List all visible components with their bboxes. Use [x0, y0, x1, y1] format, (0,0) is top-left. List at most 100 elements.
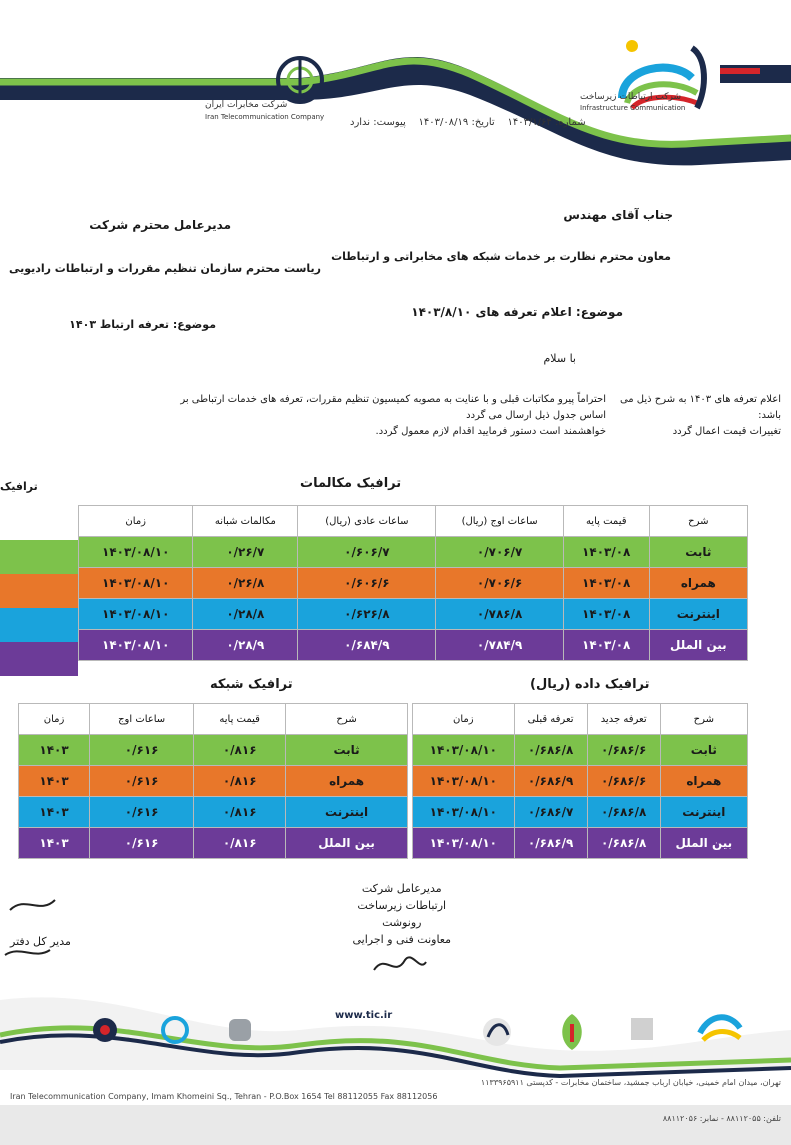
table-cell: ۰/۶۸۶/۶	[586, 734, 661, 766]
footer-address-en: Iran Telecommunication Company, Imam Kho…	[10, 1092, 438, 1101]
table-cell: ۰/۲۶/۸	[192, 567, 299, 599]
table-row: اینترنت ۱۴۰۳/۰۸ ۰/۷۸۶/۸ ۰/۶۲۶/۸ ۰/۲۸/۸ ۱…	[77, 598, 749, 630]
ref-block: شماره: ۱۴۰۳/۱/۶۴ تاریخ: ۱۴۰۳/۰۸/۱۹ پیوست…	[350, 117, 586, 128]
row-name: ثابت	[659, 734, 749, 766]
table-cell: ۰/۶۸۶/۸	[586, 796, 661, 828]
table-cell: ۰/۷۰۶/۶	[435, 567, 564, 599]
body-right-line2: تغییرات قیمت اعمال گردد	[672, 426, 781, 437]
partner-logo-1	[90, 1015, 120, 1049]
table-cell: ۰/۶۸۴/۹	[297, 629, 437, 661]
partner-7-icon	[697, 1014, 743, 1042]
table-cell: ۱۴۰۳/۰۸	[562, 536, 650, 568]
table-cell: ۰/۶۱۶	[89, 734, 195, 766]
row-name: بین الملل	[648, 629, 749, 661]
side-label-right-top: ترافیک	[0, 480, 38, 493]
row-name: اینترنت	[285, 796, 408, 828]
row-name: بین الملل	[285, 827, 408, 859]
table-cell: ۱۴۰۳/۰۸/۱۰	[412, 734, 515, 766]
date-label: تاریخ:	[471, 117, 495, 128]
table-cell: ۱۴۰۳/۰۸/۱۰	[77, 598, 194, 630]
footer: www.tic.ir تهران، میدان امام خمینی، خیاب…	[0, 990, 791, 1145]
partner-logo-5	[555, 1012, 589, 1056]
table-header-cell: شرح	[659, 703, 749, 735]
subject-line2: معاون محترم نظارت بر خدمات شبکه های مخاب…	[331, 250, 671, 263]
recipient-line1: مدیرعامل محترم شرکت	[89, 218, 231, 232]
row-name: همراه	[659, 765, 749, 797]
table-cell: ۰/۶۰۶/۶	[297, 567, 437, 599]
table-cell: ۰/۶۸۶/۶	[586, 765, 661, 797]
telecom-logo-icon	[276, 56, 324, 104]
left-signature-scribble-icon	[4, 899, 56, 956]
signature-block: مدیرعامل شرکت ارتباطات زیرساخت رونوشت مع…	[353, 880, 451, 948]
table-cell: ۰/۷۸۴/۹	[435, 629, 564, 661]
table-header-cell: ساعات اوج (ریال)	[435, 505, 564, 537]
left-logo	[270, 50, 330, 120]
table-header-cell: زمان	[77, 505, 194, 537]
footer-address-fa: تهران، میدان امام خمینی، خیابان ارباب جم…	[480, 1078, 781, 1087]
table-cell: ۱۴۰۳/۰۸/۱۰	[77, 629, 194, 661]
partner-3-icon	[229, 1019, 251, 1041]
partner-logo-7	[695, 1008, 745, 1052]
partner-1-icon	[93, 1018, 117, 1042]
table-header-row: شرح قیمت پایه ساعات اوج (ریال) ساعات عاد…	[77, 505, 749, 537]
table-row: ثابت ۰/۸۱۶ ۰/۶۱۶ ۱۴۰۳	[17, 734, 408, 766]
table-header-cell: شرح	[285, 703, 408, 735]
table-row: همراه ۰/۶۸۶/۶ ۰/۶۸۶/۹ ۱۴۰۳/۰۸/۱۰	[412, 765, 749, 797]
table-cell: ۰/۶۱۶	[89, 765, 195, 797]
table3-title: ترافیک شبکه	[210, 677, 293, 692]
table-cell: ۱۴۰۳	[17, 827, 91, 859]
signature-line1: مدیرعامل شرکت	[361, 882, 442, 895]
table-header-cell: قیمت پایه	[193, 703, 287, 735]
body-paragraph: احتراماً پیرو مکاتبات قبلی و با عنایت به…	[176, 392, 606, 440]
table-cell: ۰/۶۰۶/۷	[297, 536, 437, 568]
tariff-table-2: شرح تعرفه جدید تعرفه قبلی زمان ثابت ۰/۶۸…	[412, 703, 749, 859]
left-side-tabs	[0, 510, 78, 676]
table2-title: ترافیک داده (ریال)	[530, 677, 650, 692]
table-cell: ۱۴۰۳/۰۸/۱۰	[412, 765, 515, 797]
body-line1: احتراماً پیرو مکاتبات قبلی و با عنایت به…	[180, 394, 606, 421]
left-company-name: شرکت مخابرات ایران	[205, 100, 288, 110]
table-cell: ۰/۸۱۶	[193, 765, 287, 797]
table-row: ثابت ۱۴۰۳/۰۸ ۰/۷۰۶/۷ ۰/۶۰۶/۷ ۰/۲۶/۷ ۱۴۰۳…	[77, 536, 749, 568]
table-cell: ۰/۶۱۶	[89, 796, 195, 828]
row-name: بین الملل	[659, 827, 749, 859]
table-header-cell: تعرفه جدید	[586, 703, 661, 735]
table-cell: ۰/۶۸۶/۸	[513, 734, 588, 766]
table-header-cell: زمان	[412, 703, 515, 735]
table-row: بین الملل ۱۴۰۳/۰۸ ۰/۷۸۴/۹ ۰/۶۸۴/۹ ۰/۲۸/۹…	[77, 629, 749, 661]
table-cell: ۱۴۰۳/۰۸/۱۰	[412, 827, 515, 859]
footer-swoosh	[0, 997, 791, 1145]
row-name: اینترنت	[659, 796, 749, 828]
partner-logo-6	[625, 1012, 659, 1050]
table-row: اینترنت ۰/۶۸۶/۸ ۰/۶۸۶/۷ ۱۴۰۳/۰۸/۱۰	[412, 796, 749, 828]
table-cell: ۰/۲۸/۹	[192, 629, 299, 661]
recipient-line3: موضوع: تعرفه ارتباط ۱۴۰۳	[69, 318, 216, 331]
partner-2-icon	[161, 1016, 189, 1044]
table-cell: ۱۴۰۳	[17, 796, 91, 828]
table-row: همراه ۱۴۰۳/۰۸ ۰/۷۰۶/۶ ۰/۶۰۶/۶ ۰/۲۶/۸ ۱۴۰…	[77, 567, 749, 599]
table-cell: ۰/۶۸۶/۸	[586, 827, 661, 859]
tariff-table-3: شرح قیمت پایه ساعات اوج زمان ثابت ۰/۸۱۶ …	[17, 703, 408, 859]
table1-title: ترافیک مکالمات	[300, 476, 402, 491]
table-header-cell: تعرفه قبلی	[513, 703, 588, 735]
row-name: همراه	[285, 765, 408, 797]
table-header-row: شرح تعرفه جدید تعرفه قبلی زمان	[412, 703, 749, 735]
appendix-value: ندارد	[350, 117, 371, 128]
footer-website[interactable]: www.tic.ir	[335, 1010, 393, 1021]
ref-value: ۱۴۰۳/۱/۶۴	[507, 117, 552, 128]
table-cell: ۰/۶۲۶/۸	[297, 598, 437, 630]
table-cell: ۱۴۰۳	[17, 734, 91, 766]
table-row: بین الملل ۰/۶۸۶/۸ ۰/۶۸۶/۹ ۱۴۰۳/۰۸/۱۰	[412, 827, 749, 859]
table-cell: ۰/۲۶/۷	[192, 536, 299, 568]
table-cell: ۰/۲۸/۸	[192, 598, 299, 630]
row-name: ثابت	[648, 536, 749, 568]
table-header-cell: قیمت پایه	[562, 505, 650, 537]
partner-logo-2	[160, 1015, 190, 1049]
table-cell: ۱۴۰۳/۰۸	[562, 598, 650, 630]
row-name: اینترنت	[648, 598, 749, 630]
table-cell: ۰/۶۸۶/۹	[513, 827, 588, 859]
partner-4-icon	[483, 1018, 511, 1046]
table-header-cell: ساعات اوج	[89, 703, 195, 735]
appendix-label: پیوست:	[373, 117, 406, 128]
body-right-line1: اعلام تعرفه های ۱۴۰۳ به شرح ذیل می باشد:	[619, 394, 781, 421]
